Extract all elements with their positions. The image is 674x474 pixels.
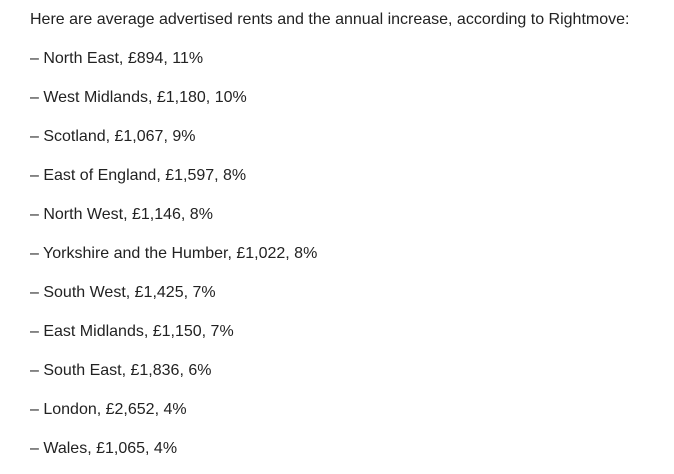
list-item: – South West, £1,425, 7% <box>30 284 216 301</box>
list-item: – North East, £894, 11% <box>30 50 204 67</box>
article-body: Here are average advertised rents and th… <box>30 9 664 460</box>
list-item: – Yorkshire and the Humber, £1,022, 8% <box>30 245 318 262</box>
list-item: – East of England, £1,597, 8% <box>30 167 247 184</box>
list-item: – South East, £1,836, 6% <box>30 362 212 379</box>
list-item: – Wales, £1,065, 4% <box>30 440 178 457</box>
list-item: – West Midlands, £1,180, 10% <box>30 89 247 106</box>
list-item: – London, £2,652, 4% <box>30 401 187 418</box>
list-item: – East Midlands, £1,150, 7% <box>30 323 234 340</box>
regional-rent-list: – North East, £894, 11% – West Midlands,… <box>30 48 664 460</box>
list-item: – Scotland, £1,067, 9% <box>30 128 196 145</box>
list-item: – North West, £1,146, 8% <box>30 206 213 223</box>
intro-paragraph: Here are average advertised rents and th… <box>30 11 630 28</box>
